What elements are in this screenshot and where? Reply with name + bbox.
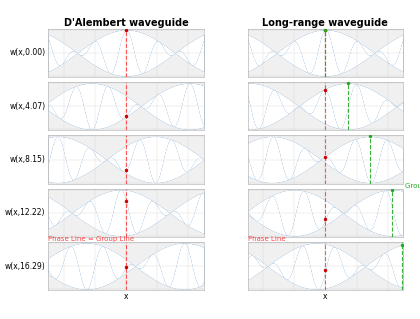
Title: Long-range waveguide: Long-range waveguide — [262, 18, 388, 28]
Y-axis label: w(x,0.00): w(x,0.00) — [9, 48, 45, 57]
Text: Phase Line: Phase Line — [247, 236, 285, 242]
X-axis label: x: x — [124, 292, 129, 301]
Text: Phase Line = Group Line: Phase Line = Group Line — [48, 236, 134, 242]
Y-axis label: w(x,12.22): w(x,12.22) — [5, 208, 45, 217]
Text: Group Line: Group Line — [405, 183, 420, 189]
Title: D'Alembert waveguide: D'Alembert waveguide — [64, 18, 189, 28]
Y-axis label: w(x,4.07): w(x,4.07) — [9, 102, 45, 111]
Y-axis label: w(x,16.29): w(x,16.29) — [5, 262, 45, 271]
Y-axis label: w(x,8.15): w(x,8.15) — [10, 155, 45, 164]
X-axis label: x: x — [323, 292, 328, 301]
